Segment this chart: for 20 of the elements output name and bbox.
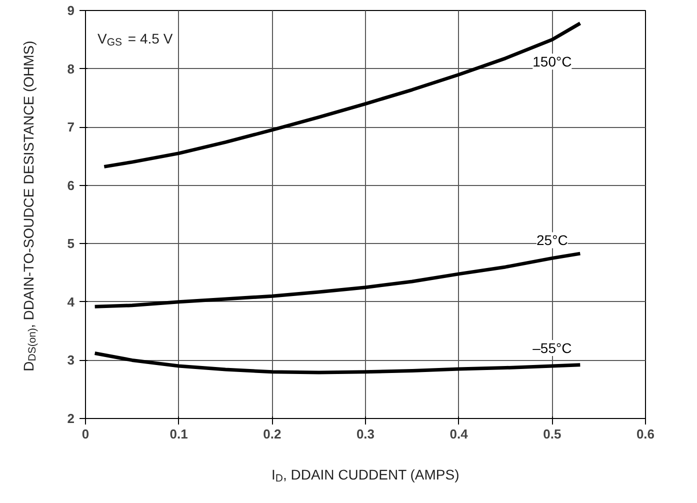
x-tick-label: 0.1: [170, 426, 188, 442]
series-label: –55°C: [532, 340, 572, 356]
y-tick-label: 4: [67, 294, 76, 310]
y-tick-label: 5: [67, 236, 75, 252]
x-tick-label: 0: [82, 426, 90, 442]
x-tick-label: 0.4: [450, 426, 469, 442]
series-label: 25°C: [536, 232, 568, 248]
x-tick-label: 0.2: [263, 426, 282, 442]
x-tick-label: 0.5: [543, 426, 562, 442]
x-tick-label: 0.6: [636, 426, 655, 442]
line-series: [93, 252, 582, 308]
y-tick-label: 9: [67, 3, 75, 18]
y-axis-title: DDS(on), DDAIN-TO-SOUDCE DESISTANCE (OHMS): [20, 40, 38, 372]
y-tick-label: 7: [67, 120, 75, 135]
y-tick-label: 8: [67, 61, 75, 76]
y-tick-label: 2: [67, 411, 75, 426]
y-tick-label: 6: [67, 178, 75, 193]
y-tick-label: 3: [67, 352, 75, 368]
x-tick-label: 0.3: [356, 426, 375, 442]
series-label: 150°C: [532, 54, 572, 70]
